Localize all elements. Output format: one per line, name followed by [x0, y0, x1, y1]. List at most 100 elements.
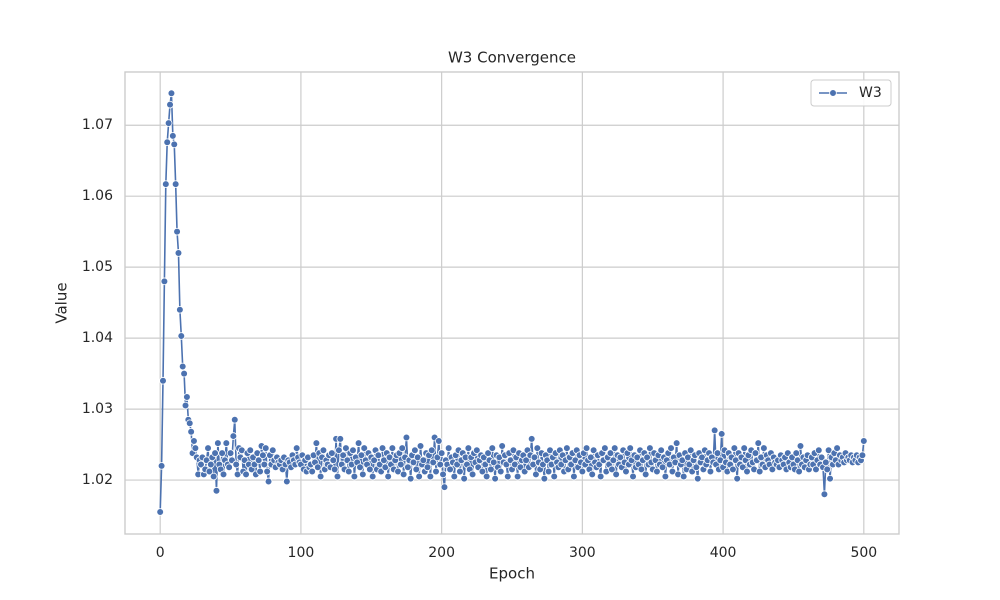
data-point [693, 474, 702, 483]
data-point [692, 463, 701, 472]
data-point [754, 439, 763, 447]
data-point [359, 470, 367, 479]
data-point [473, 446, 481, 455]
data-point [513, 472, 522, 481]
data-point [263, 467, 271, 476]
data-point [169, 132, 177, 140]
data-point [817, 453, 826, 462]
data-point [344, 467, 353, 476]
y-tick-label: 1.04 [82, 330, 113, 346]
data-point [646, 444, 654, 452]
data-point [360, 444, 369, 452]
data-point [171, 180, 180, 188]
data-point [254, 456, 263, 464]
data-point [354, 439, 363, 447]
data-point [587, 453, 595, 462]
data-point [211, 449, 219, 457]
data-point [429, 458, 437, 467]
data-point [283, 477, 291, 486]
data-point [484, 449, 492, 457]
data-point [313, 463, 322, 472]
data-point [468, 470, 477, 479]
data-point [164, 119, 173, 127]
data-point [487, 465, 495, 474]
x-tick-label: 400 [710, 545, 737, 561]
data-point [335, 446, 343, 455]
data-point [356, 463, 364, 472]
plot-area [156, 89, 868, 516]
data-point [415, 472, 423, 481]
data-point [570, 472, 578, 481]
y-tick-label: 1.06 [82, 188, 113, 204]
data-point [177, 332, 186, 340]
data-point [406, 474, 415, 483]
data-point [157, 462, 166, 470]
data-point [446, 465, 454, 474]
data-point [823, 465, 832, 474]
data-point [181, 401, 190, 410]
data-point [730, 444, 739, 452]
data-point [312, 439, 321, 447]
data-point [496, 467, 505, 476]
y-axis-label: Value [53, 282, 71, 323]
data-point [214, 439, 222, 447]
data-point [464, 444, 473, 452]
data-point [209, 472, 218, 481]
data-point [672, 439, 681, 447]
data-point [820, 490, 829, 499]
data-point [260, 460, 269, 469]
data-point [713, 449, 722, 457]
data-point [641, 470, 650, 479]
data-point [733, 474, 741, 483]
data-point [207, 460, 215, 469]
data-point [180, 369, 188, 378]
data-point [755, 467, 764, 476]
data-point [308, 467, 316, 476]
data-point [596, 472, 605, 481]
data-point [588, 470, 597, 479]
data-point [212, 486, 221, 495]
data-point [162, 180, 170, 188]
data-point [563, 444, 571, 452]
data-point [173, 227, 181, 236]
data-point [357, 451, 366, 460]
data-point [163, 138, 172, 147]
data-point [388, 444, 397, 452]
data-point [812, 465, 820, 474]
data-point [450, 472, 459, 481]
data-point [426, 472, 435, 481]
data-point [706, 467, 715, 476]
data-point [550, 472, 559, 481]
data-point [416, 442, 425, 450]
legend-box [810, 79, 892, 107]
data-point [626, 444, 635, 452]
data-point [368, 472, 377, 481]
legend: W3 [810, 79, 892, 107]
data-point [530, 453, 539, 462]
data-point [439, 470, 447, 479]
data-point [768, 465, 777, 474]
data-point [629, 472, 637, 481]
data-point [384, 472, 392, 481]
data-point [187, 428, 195, 436]
data-point [488, 444, 497, 452]
data-point [191, 444, 200, 452]
data-point [336, 435, 345, 443]
data-point [460, 474, 468, 483]
data-point [643, 453, 651, 462]
legend-label: W3 [859, 85, 882, 101]
data-point [183, 393, 191, 401]
data-point [366, 465, 374, 474]
data-point [176, 305, 184, 314]
data-point [370, 456, 378, 464]
data-point [219, 470, 228, 479]
data-point [796, 442, 805, 450]
data-point [814, 446, 823, 455]
data-point [582, 444, 591, 452]
data-point [608, 465, 616, 474]
data-point [170, 140, 179, 149]
data-point [402, 433, 411, 442]
data-point [860, 437, 868, 445]
data-point [498, 442, 506, 450]
data-point [261, 444, 270, 452]
